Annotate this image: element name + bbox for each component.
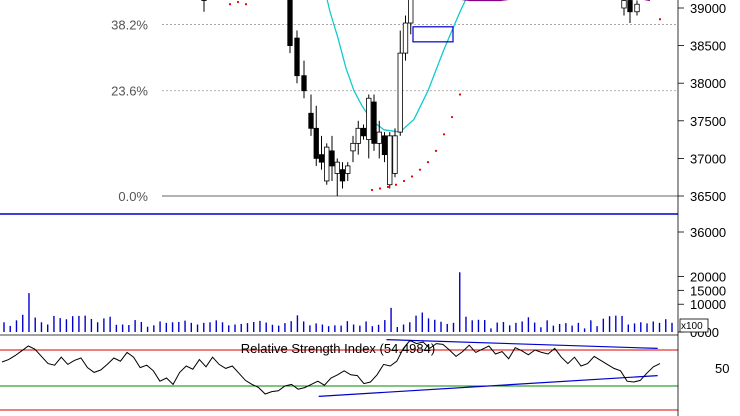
candle bbox=[360, 127, 367, 137]
price-tick-label: 37500 bbox=[690, 114, 726, 129]
price-tick-label: 38000 bbox=[690, 76, 726, 91]
candle bbox=[345, 165, 351, 174]
sar-dot bbox=[378, 187, 382, 190]
prior-candle bbox=[301, 75, 307, 92]
volume-tick-label: 20000 bbox=[690, 269, 726, 284]
parabolic-sar bbox=[228, 0, 662, 192]
candle bbox=[329, 150, 335, 167]
rsi-trendline bbox=[386, 339, 658, 349]
candle bbox=[381, 135, 388, 156]
candle bbox=[318, 154, 325, 163]
prior-candle bbox=[287, 0, 293, 47]
sar-dot bbox=[228, 3, 232, 6]
sar-dot bbox=[410, 175, 414, 178]
candle bbox=[355, 127, 361, 144]
candle bbox=[397, 52, 403, 133]
candle bbox=[392, 135, 398, 174]
price-panel: 38.2% 23.6% 0.0% 39000 38500 38000 37500 37000… bbox=[111, 0, 726, 204]
candle bbox=[339, 169, 346, 182]
volume-tick-label: 15000 bbox=[690, 283, 726, 298]
highlight-box bbox=[412, 26, 454, 43]
rsi-tick-50: 50 bbox=[715, 361, 729, 376]
price-tick-label: 39000 bbox=[690, 1, 726, 16]
prior-candle bbox=[294, 37, 300, 77]
sar-dot bbox=[418, 168, 422, 171]
sar-dot bbox=[394, 183, 398, 186]
sar-dot bbox=[386, 185, 390, 189]
sar-dot bbox=[658, 18, 662, 21]
multiplier-box bbox=[679, 318, 709, 333]
sar-dot bbox=[426, 161, 430, 164]
rsi-line bbox=[1, 339, 661, 395]
candle bbox=[371, 101, 377, 144]
volume-tick-label: 36000 bbox=[690, 225, 726, 240]
candlesticks bbox=[201, 0, 640, 196]
candle bbox=[402, 22, 409, 54]
late-candle bbox=[621, 0, 627, 9]
late-candle bbox=[634, 3, 640, 13]
sar-dot bbox=[244, 3, 248, 6]
candle bbox=[324, 146, 330, 182]
candle bbox=[308, 112, 314, 129]
fib-level-label: 0.0% bbox=[118, 189, 148, 204]
candle bbox=[376, 131, 382, 144]
fib-level-label: 38.2% bbox=[111, 18, 148, 33]
sar-dot bbox=[450, 115, 454, 119]
price-axis: 39000 38500 38000 37500 37000 36500 bbox=[678, 1, 726, 204]
price-tick-label: 37000 bbox=[690, 151, 726, 166]
volume-bars bbox=[3, 272, 673, 332]
rsi-levels bbox=[0, 349, 678, 411]
candle bbox=[350, 142, 356, 152]
volume-tick-label: 10000 bbox=[690, 297, 726, 312]
rsi-trendlines bbox=[318, 339, 658, 397]
sar-dot bbox=[236, 0, 240, 4]
late-candle bbox=[627, 0, 633, 13]
sar-dot bbox=[402, 179, 406, 183]
candle bbox=[408, 0, 414, 24]
rsi-panel: Relative Strength Index (54.4984) 50 bbox=[0, 339, 729, 411]
price-tick-label: 38500 bbox=[690, 39, 726, 54]
candle bbox=[366, 97, 372, 140]
candle bbox=[313, 127, 319, 159]
rsi-trendline bbox=[318, 375, 658, 397]
rsi-title: Relative Strength Index (54.4984) bbox=[241, 341, 435, 356]
fib-levels: 38.2% 23.6% 0.0% bbox=[111, 18, 678, 204]
sar-dot bbox=[370, 188, 374, 192]
candle bbox=[387, 135, 393, 186]
fib-level-label: 23.6% bbox=[111, 84, 148, 99]
sar-dot bbox=[442, 133, 446, 136]
ma-fast-line bbox=[326, 0, 467, 133]
sar-dot bbox=[434, 149, 438, 152]
volume-multiplier: x100 bbox=[681, 321, 703, 332]
moving-averages bbox=[326, 0, 651, 133]
sar-dot bbox=[458, 93, 462, 96]
price-tick-label: 36500 bbox=[690, 189, 726, 204]
candle bbox=[334, 161, 340, 174]
